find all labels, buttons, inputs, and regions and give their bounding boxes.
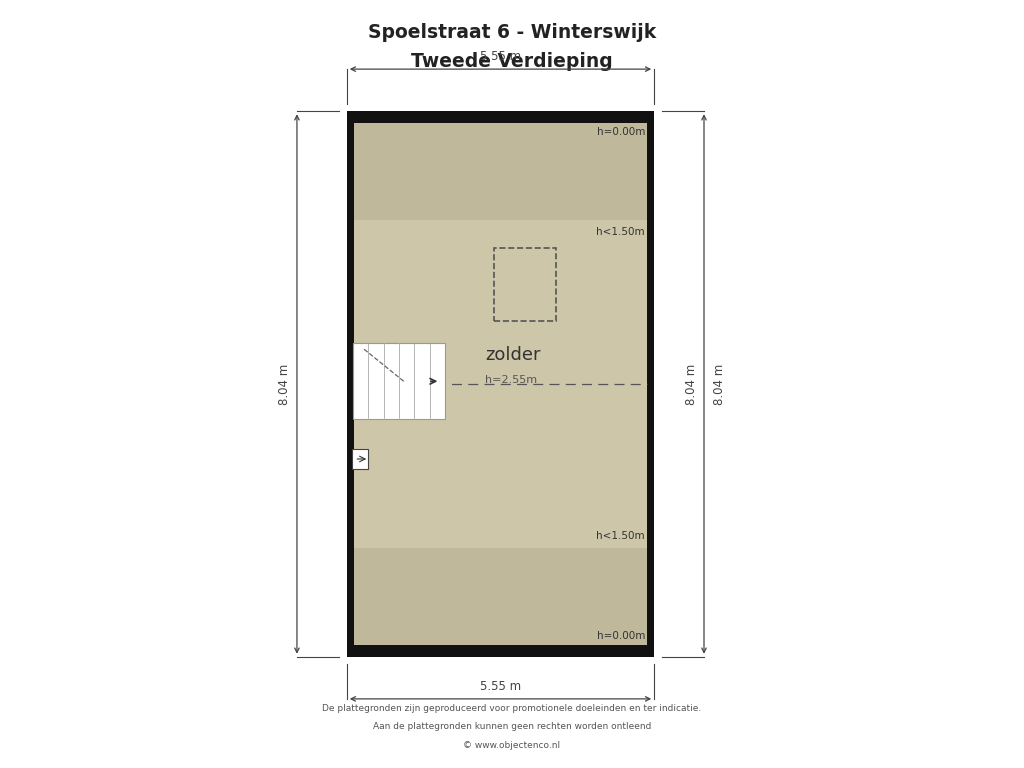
Bar bbox=[347, 111, 353, 657]
Text: 8.04 m: 8.04 m bbox=[685, 363, 698, 405]
Text: h=0.00m: h=0.00m bbox=[597, 127, 645, 137]
Text: Spoelstraat 6 - Winterswijk: Spoelstraat 6 - Winterswijk bbox=[368, 23, 656, 42]
Bar bbox=[353, 343, 445, 419]
Text: 8.04 m: 8.04 m bbox=[713, 363, 726, 405]
Text: 5.55 m: 5.55 m bbox=[480, 680, 521, 693]
Bar bbox=[353, 548, 647, 644]
Text: Aan de plattegronden kunnen geen rechten worden ontleend: Aan de plattegronden kunnen geen rechten… bbox=[373, 722, 651, 731]
Text: h<1.50m: h<1.50m bbox=[596, 227, 645, 237]
Text: 5.55 m: 5.55 m bbox=[480, 50, 521, 63]
Text: © www.objectenco.nl: © www.objectenco.nl bbox=[464, 740, 560, 750]
Bar bbox=[347, 644, 654, 657]
Text: h=0.00m: h=0.00m bbox=[597, 631, 645, 641]
Text: h=2.55m: h=2.55m bbox=[485, 376, 538, 386]
Bar bbox=[495, 248, 556, 321]
Text: zolder: zolder bbox=[485, 346, 541, 364]
Text: h<1.50m: h<1.50m bbox=[596, 531, 645, 541]
Text: De plattegronden zijn geproduceerd voor promotionele doeleinden en ter indicatie: De plattegronden zijn geproduceerd voor … bbox=[323, 703, 701, 713]
Bar bbox=[647, 111, 654, 657]
Bar bbox=[352, 449, 369, 468]
Bar bbox=[347, 111, 654, 124]
Bar bbox=[353, 124, 647, 220]
Text: Tweede Verdieping: Tweede Verdieping bbox=[411, 51, 613, 71]
Text: 8.04 m: 8.04 m bbox=[278, 363, 291, 405]
Bar bbox=[353, 220, 647, 548]
